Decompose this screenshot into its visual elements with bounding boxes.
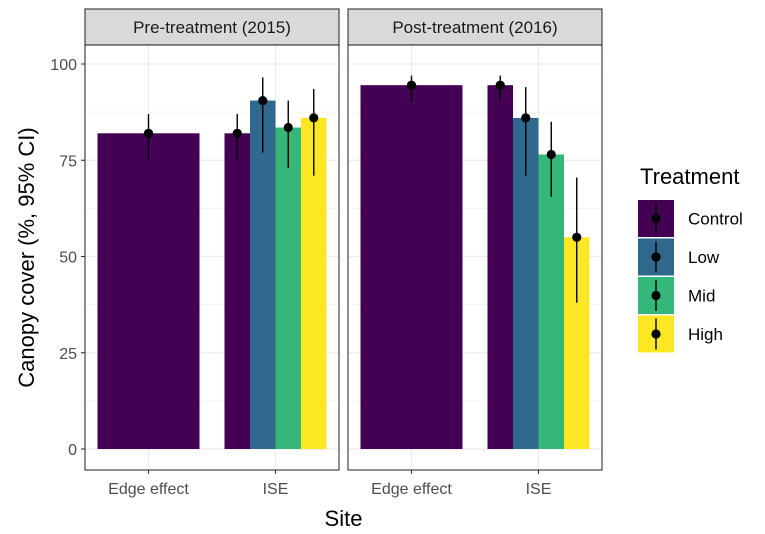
y-axis: 0 25 50 75 100 (50, 57, 85, 459)
bar-mid (275, 127, 301, 450)
legend-label: Control (688, 210, 743, 229)
legend: Treatment Control Low Mid High (638, 164, 743, 353)
panel-border (347, 44, 603, 471)
legend-label: High (688, 325, 723, 344)
legend-item-low: Low (638, 238, 720, 276)
legend-item-control: Control (638, 200, 743, 237)
bar-low (250, 100, 276, 449)
panel-title: Post-treatment (2016) (392, 18, 557, 37)
legend-title: Treatment (640, 164, 739, 189)
y-tick-label: 50 (59, 250, 77, 267)
bar-control (224, 133, 250, 450)
panel-title: Pre-treatment (2015) (133, 18, 291, 37)
bar-control (97, 133, 200, 450)
mean-point (572, 232, 582, 242)
y-tick-label: 0 (68, 442, 77, 459)
panel-border (84, 44, 340, 471)
mean-point (495, 80, 505, 90)
x-axis-title: Site (325, 506, 363, 531)
x-tick-label: ISE (263, 481, 289, 498)
bar-mid (538, 154, 564, 449)
y-tick-label: 100 (50, 57, 77, 74)
legend-key-point (651, 329, 661, 339)
mean-point (283, 122, 293, 133)
mean-point (406, 80, 417, 90)
mean-point (232, 128, 242, 138)
mean-point (309, 113, 319, 123)
panel-2: Post-treatment (2016) Edge effect ISE (347, 8, 603, 498)
mean-point (258, 95, 268, 106)
y-tick-label: 75 (59, 153, 77, 170)
legend-item-mid: Mid (638, 277, 715, 314)
legend-key-point (651, 252, 661, 262)
legend-label: Mid (688, 287, 715, 306)
mean-point (143, 128, 154, 138)
x-tick-label: Edge effect (108, 481, 189, 498)
legend-item-high: High (638, 315, 723, 353)
legend-key-point (651, 290, 661, 301)
panel-1: Pre-treatment (2015) Edge effect ISE (84, 8, 340, 498)
mean-point (521, 113, 531, 123)
panel-strip (84, 8, 340, 46)
x-tick-label: Edge effect (371, 481, 452, 498)
bar-control (487, 85, 513, 450)
panel-strip (347, 8, 603, 46)
x-tick-label: ISE (526, 481, 552, 498)
y-axis-title: Canopy cover (%, 95% CI) (14, 127, 39, 387)
mean-point (546, 149, 556, 160)
y-tick-label: 25 (59, 346, 77, 363)
bar-control (360, 85, 463, 450)
legend-label: Low (688, 248, 720, 267)
legend-key-point (651, 213, 661, 224)
